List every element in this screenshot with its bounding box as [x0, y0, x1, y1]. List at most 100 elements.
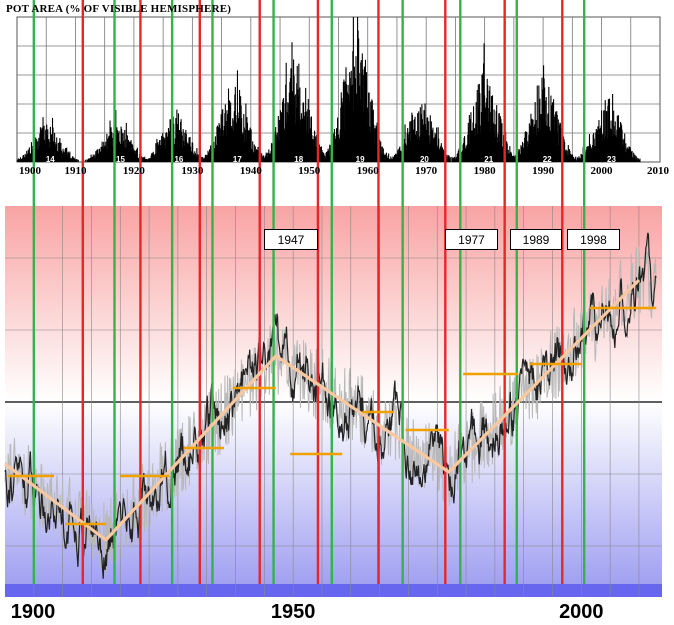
sunspot-bar: [603, 110, 605, 162]
sunspot-bar: [436, 127, 438, 162]
sunspot-bar: [277, 115, 279, 162]
sunspot-x-tick-label: 2000: [590, 165, 613, 177]
sunspot-bar: [498, 113, 500, 162]
sunspot-cycle-number: 21: [484, 155, 493, 164]
temperature-x-tick-label: 1950: [270, 601, 316, 623]
sunspot-cycle-number: 14: [46, 155, 55, 164]
sunspot-bar: [575, 156, 577, 162]
sunspot-bar: [192, 142, 194, 162]
sunspot-bar: [56, 137, 58, 162]
sunspot-cycle-number: 22: [543, 155, 552, 164]
sunspot-x-tick-label: 1990: [532, 165, 555, 177]
sunspot-bar: [271, 143, 273, 162]
sunspot-bar: [365, 72, 368, 162]
sunspot-bar: [213, 141, 215, 162]
sunspot-x-tick-label: 1960: [356, 165, 379, 177]
sunspot-bar: [252, 141, 254, 162]
sunspot-x-tick-label: 1940: [239, 165, 262, 177]
sunspot-cycle-number: 15: [116, 155, 125, 164]
sunspot-bar: [307, 98, 309, 162]
sunspot-bar: [560, 128, 562, 162]
sunspot-bar: [634, 155, 636, 162]
sunspot-bar: [136, 147, 138, 162]
sunspot-bar: [571, 154, 574, 162]
sunspot-bar: [557, 119, 559, 162]
sunspot-bar: [318, 144, 320, 162]
sunspot-bar: [639, 158, 641, 162]
sunspot-bar: [285, 62, 287, 162]
sunspot-bar: [236, 70, 239, 162]
sunspot-bar: [115, 110, 117, 162]
sunspot-bar: [638, 159, 640, 162]
sunspot-x-tick-label: 1950: [298, 165, 321, 177]
sunspot-bar: [352, 17, 354, 162]
annotation-year-box: 1947: [264, 229, 318, 250]
sunspot-bar: [245, 103, 247, 162]
sunspot-bar: [145, 158, 147, 162]
sunspot-bar: [476, 89, 478, 162]
sunspot-bar: [87, 158, 90, 162]
sunspot-x-tick-label: 1920: [122, 165, 145, 177]
sunspot-bar: [278, 119, 280, 162]
sunspot-bar: [169, 119, 171, 162]
sunspot-bar: [263, 155, 265, 162]
sunspot-bar: [16, 159, 18, 162]
sunspot-bar: [575, 159, 577, 162]
temperature-x-tick-label: 1900: [10, 601, 56, 623]
sunspot-bar: [59, 138, 61, 162]
sunspot-cycle-23-bars: [575, 93, 641, 162]
sunspot-bar: [496, 105, 498, 162]
sunspot-bar: [42, 117, 44, 162]
sunspot-x-tick-label: 1970: [415, 165, 438, 177]
sunspot-bar: [624, 133, 626, 162]
sunspot-bar: [222, 109, 224, 162]
sunspot-bar: [569, 150, 571, 162]
sunspot-cycle-number: 16: [174, 155, 183, 164]
sunspot-chart-title: POT AREA (% OF VISIBLE HEMISPHERE): [6, 3, 232, 15]
sunspot-bar: [76, 159, 78, 162]
sunspot-bar: [19, 157, 21, 162]
sunspot-bar: [69, 151, 71, 162]
sunspot-bar: [177, 113, 180, 162]
sunspot-cycle-number: 17: [233, 155, 242, 164]
sunspot-x-tick-label: 1980: [473, 165, 496, 177]
sunspot-bar: [601, 110, 603, 162]
sunspot-bar: [604, 100, 606, 162]
annotation-year-box: 1998: [567, 229, 620, 250]
temperature-trend-line: [4, 278, 641, 542]
sunspot-bar: [155, 143, 157, 162]
sunspot-bar: [501, 123, 503, 162]
sunspot-bar: [419, 107, 421, 162]
sunspot-x-tick-label: 1930: [181, 165, 204, 177]
temperature-x-tick-label: 2000: [559, 601, 604, 623]
sunspot-bar: [298, 63, 300, 162]
sunspot-bar: [530, 113, 532, 162]
sunspot-bar: [49, 126, 51, 162]
sunspot-bar: [548, 86, 550, 162]
sunspot-cycle-number: 18: [294, 155, 303, 164]
sunspot-bar: [479, 93, 481, 162]
sunspot-bar: [156, 139, 158, 162]
sunspot-bar: [86, 159, 88, 162]
sunspot-bar: [612, 93, 614, 162]
sunspot-bar: [77, 159, 79, 162]
sunspot-bar: [84, 159, 86, 162]
sunspot-cycle-21-bars: [452, 43, 518, 163]
sunspot-bar: [429, 115, 431, 162]
sunspot-bar: [536, 85, 538, 162]
sunspot-bar: [553, 99, 555, 162]
sunspot-x-tick-label: 1910: [64, 165, 87, 177]
sunspot-cycle-18-bars: [262, 42, 328, 163]
sunspot-bar: [567, 145, 569, 162]
sunspot-bar: [449, 157, 451, 162]
sunspot-bar: [305, 87, 307, 162]
annotation-year-box: 1977: [445, 229, 498, 250]
sunspot-bar: [446, 154, 448, 162]
sunspot-bar: [631, 151, 633, 162]
sunspot-bar: [526, 132, 528, 162]
sunspot-cycle-19-bars: [323, 17, 390, 163]
sunspot-cycle-number: 23: [607, 155, 616, 164]
sunspot-x-tick-label: 1900: [19, 165, 41, 177]
